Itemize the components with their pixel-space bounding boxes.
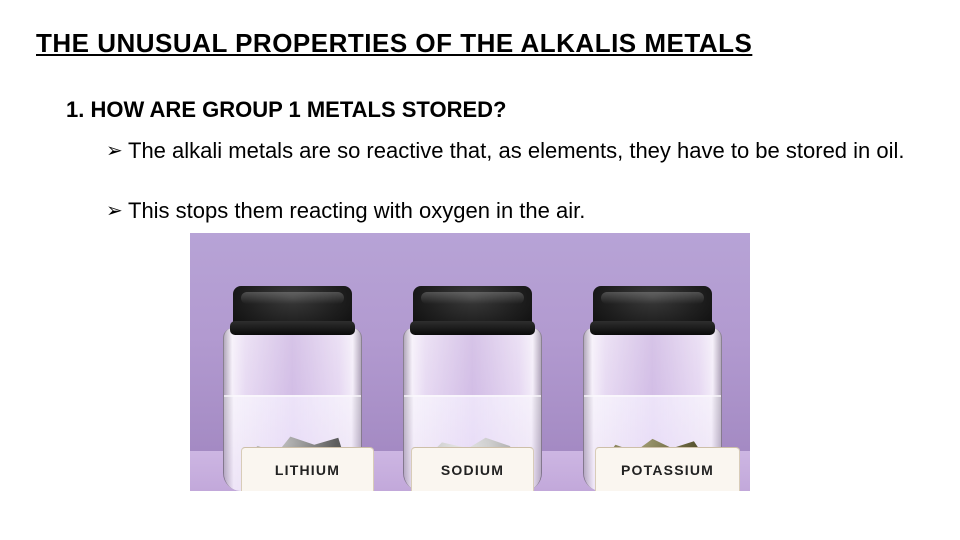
chevron-right-icon: ➢ [106,197,128,225]
jar-lid [233,286,352,332]
bullet-text: The alkali metals are so reactive that, … [128,137,905,165]
jar-potassium: POTASSIUM [575,286,730,491]
section-number: 1. [66,97,84,122]
bullet-text: This stops them reacting with oxygen in … [128,197,585,225]
jar-lithium: LITHIUM [215,286,370,491]
chevron-right-icon: ➢ [106,137,128,165]
jar-lid [593,286,712,332]
jar-label-text: SODIUM [441,462,504,478]
jar-lid [413,286,532,332]
jar-label-text: LITHIUM [275,462,340,478]
bullet-item: ➢ This stops them reacting with oxygen i… [0,197,960,225]
page-title: THE UNUSUAL PROPERTIES OF THE ALKALIS ME… [0,0,960,59]
jar-label: LITHIUM [241,447,374,491]
jar-label: SODIUM [411,447,534,491]
jar-sodium: SODIUM [395,286,550,491]
section-heading-text: HOW ARE GROUP 1 METALS STORED? [90,97,506,122]
jar-label-text: POTASSIUM [621,462,714,478]
jar-label: POTASSIUM [595,447,740,491]
bullet-item: ➢ The alkali metals are so reactive that… [0,137,960,165]
section-heading: 1. HOW ARE GROUP 1 METALS STORED? [0,59,960,123]
jars-figure: LITHIUM SODIUM POTASSIUM [190,233,750,491]
